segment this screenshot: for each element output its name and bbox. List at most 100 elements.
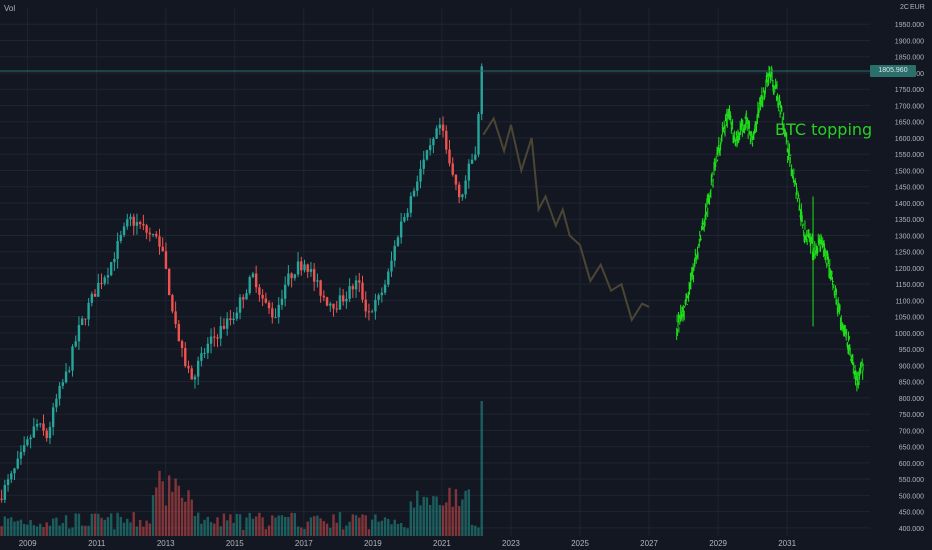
price-axis: 400.000 450.000 500.000 550.000 600.000 650.0… [870,0,932,550]
volume-bar [390,524,393,536]
time-axis: 2009 2011 2013 2015 2017 2019 2021 2023 2025 2027… [19,539,797,548]
candle-body [457,184,461,198]
candle-body [296,261,300,275]
volume-bar [200,523,203,536]
candle-body [103,277,106,284]
volume-bar [338,512,342,536]
candle-body [216,337,219,339]
volume-bar [438,505,442,536]
volume-bar [142,526,145,536]
volume-bar [432,496,435,536]
candle-body [283,284,287,299]
volume-bar [48,525,52,536]
volume-bar [103,519,106,536]
volume-bar [303,529,306,536]
volume-bar [412,507,416,536]
volume-bar [419,505,422,536]
volume-bar [68,528,71,536]
volume-bar [58,525,61,536]
volume-bar [319,518,322,536]
volume-bar [126,518,129,536]
volume-bar [225,520,229,536]
candle-body [290,273,293,279]
volume-bar [361,514,364,536]
volume-bar [422,496,425,536]
candle-body [97,282,100,297]
volume-bar [132,512,135,536]
volume-bar [116,512,119,536]
volume-bar [335,522,338,536]
price-tick-label: 650.000 [899,445,924,452]
candle-body [68,370,71,372]
candle-body [35,423,39,427]
volume-bar [467,489,471,536]
price-tick-label: 450.000 [899,510,924,517]
candle-body [258,287,261,295]
candle-body [361,282,364,300]
volume-bar [322,521,326,536]
candle-body [242,297,245,300]
candle-body [370,311,374,313]
volume-bar [254,516,258,536]
candle-body [129,216,132,220]
candle-body [380,292,384,296]
candle-body [412,190,416,197]
volume-bar [364,515,367,536]
volume-bar [457,506,461,536]
volume-bar [312,516,316,536]
volume-bar [425,497,429,536]
candle-body [312,269,316,282]
candle-body [309,269,313,272]
time-tick-label: 2025 [571,539,589,548]
time-tick-label: 2021 [433,539,451,548]
candle-body [196,360,200,377]
candle-body [93,293,97,297]
candle-body [55,398,58,408]
volume-bar [45,522,48,536]
candle-body [364,299,367,312]
volume-bar [119,516,123,536]
volume-legend: Vol [4,4,16,13]
price-tick-label: 1550.000 [895,152,924,159]
volume-bar [174,478,177,536]
volume-bar [267,525,271,536]
candlestick-series [0,63,483,504]
price-tick-label: 1150.000 [895,282,924,289]
candle-body [145,225,148,233]
candle-body [29,437,32,440]
volume-bar [122,522,126,536]
candle-body [277,304,280,318]
volume-bar [358,517,361,536]
candle-body [19,451,23,459]
candle-body [209,336,213,344]
time-tick-label: 2011 [88,539,106,548]
volume-bar [316,515,319,536]
volume-bar [222,513,226,536]
volume-bar [171,491,174,536]
volume-bar [97,513,100,536]
volume-bar [13,521,16,536]
candle-body [351,286,355,290]
volume-bar [138,519,142,536]
price-tick-label: 750.000 [899,412,924,419]
volume-bar [161,481,164,536]
candle-body [425,150,429,160]
candle-body [396,237,400,246]
candle-body [438,124,442,129]
candle-body [338,295,342,310]
candle-body [16,458,19,469]
volume-bar [0,526,3,536]
volume-bar [151,495,155,536]
time-tick-label: 2017 [295,539,313,548]
candle-body [229,318,232,321]
volume-bar [90,513,94,536]
currency-label[interactable]: EUR [910,4,925,11]
candle-body [348,286,351,299]
volume-bar [29,519,32,536]
candle-body [393,245,396,261]
candle-body [87,302,90,320]
candle-body [74,341,77,347]
candle-body [167,268,171,296]
candle-body [274,317,277,319]
